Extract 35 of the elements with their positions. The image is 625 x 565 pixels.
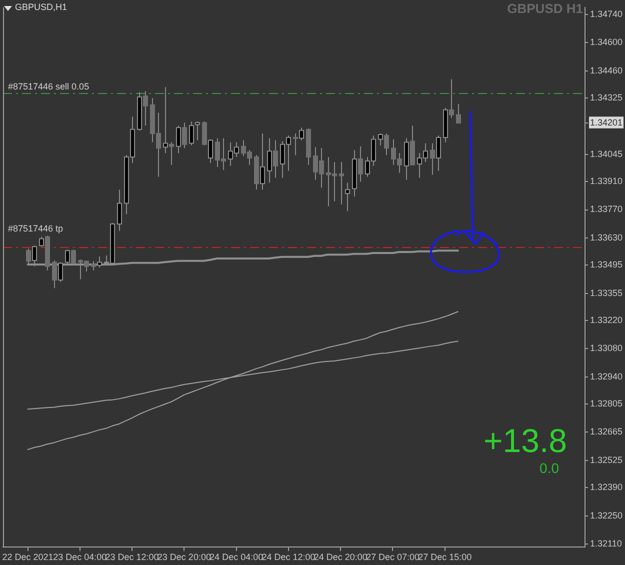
x-tick-label: 23 Dec 04:00 (53, 552, 107, 562)
x-tick-label: 27 Dec 15:00 (418, 552, 472, 562)
y-tick-label: 1.34325 (590, 92, 623, 102)
y-tick-label: 1.32940 (590, 371, 623, 382)
y-tick-label: 1.33770 (590, 204, 623, 214)
text: +13.8 (484, 422, 567, 459)
y-tick-label: 1.33355 (590, 288, 623, 298)
y-tick-label: 1.33220 (590, 314, 623, 325)
x-tick-label: 24 Dec 12:00 (262, 552, 316, 562)
y-tick-label: 1.32390 (590, 482, 623, 492)
y-tick-label: 1.34600 (590, 37, 623, 48)
y-tick-label: 1.33630 (590, 232, 623, 242)
y-tick-label: 1.32250 (590, 510, 623, 520)
y-tick-label: 1.33495 (590, 260, 623, 270)
x-tick-label: 22 Dec 2021 (2, 552, 54, 562)
y-tick-label: 1.32110 (590, 538, 622, 548)
text: 0.0 (540, 460, 559, 476)
y-tick-label: 1.34460 (590, 65, 623, 76)
ref-line-label: #87517446 tp (8, 224, 64, 234)
x-tick-label: 23 Dec 12:00 (105, 552, 159, 562)
x-tick-label: 24 Dec 04:00 (210, 552, 264, 562)
y-tick-label: 1.32805 (590, 398, 623, 409)
chart-title: GBPUSD,H1 (15, 2, 68, 12)
y-tick-label: 1.34045 (590, 148, 623, 159)
y-tick-label: 1.33910 (590, 176, 623, 186)
y-tick-label: 1.32525 (590, 454, 623, 465)
y-tick-label: 1.33080 (590, 343, 623, 354)
y-tick-label: 1.34740 (590, 8, 623, 19)
text: GBPUSD H1 (507, 1, 583, 16)
x-tick-label: 27 Dec 07:00 (366, 552, 420, 562)
x-tick-label: 24 Dec 20:00 (314, 552, 368, 562)
y-tick-label: 1.34201 (590, 117, 623, 128)
ref-line-label: #87517446 sell 0.05 (8, 81, 90, 92)
y-tick-label: 1.32665 (590, 426, 623, 437)
x-tick-label: 23 Dec 20:00 (157, 552, 211, 562)
